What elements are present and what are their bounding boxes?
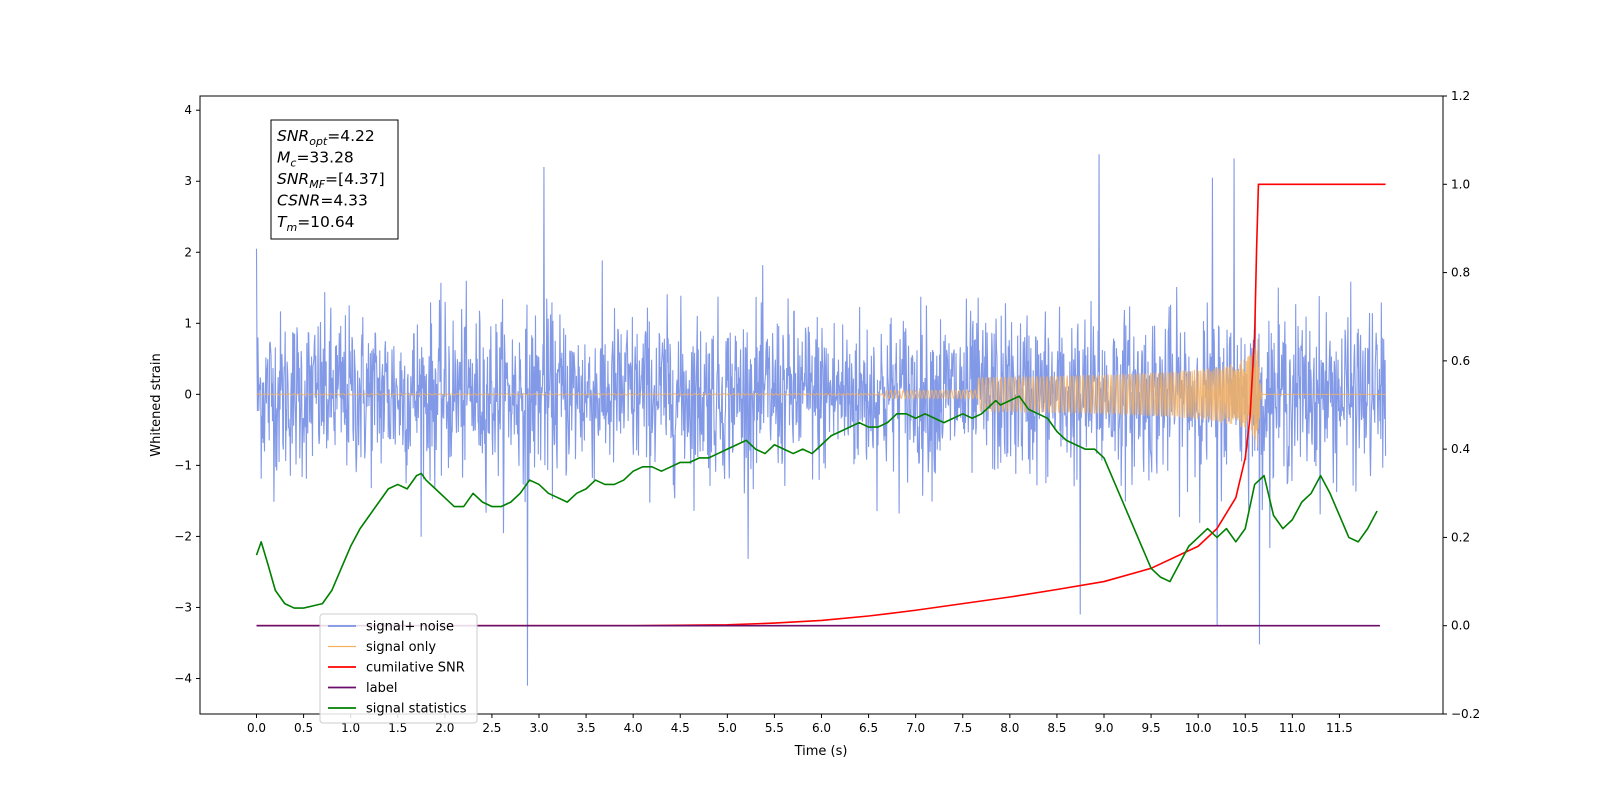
y-left-tick-label: 0 (184, 387, 192, 401)
x-tick-label: 10.5 (1232, 721, 1259, 735)
x-tick-label: 1.0 (341, 721, 360, 735)
x-tick-label: 6.0 (812, 721, 831, 735)
x-tick-label: 9.0 (1094, 721, 1113, 735)
y-left-tick-label: −2 (174, 529, 192, 543)
y-left-tick-label: −3 (174, 600, 192, 614)
series-layer (255, 154, 1387, 686)
y-right-tick-label: 0.0 (1451, 619, 1470, 633)
x-tick-label: 7.5 (953, 721, 972, 735)
legend-label: cumilative SNR (366, 661, 465, 676)
x-tick-label: 11.0 (1279, 721, 1306, 735)
y-axis-left-label: Whitened strain (149, 353, 164, 456)
annotation-box: SNRopt=4.22Mc=33.28SNRMF=[4.37]CSNR=4.33… (270, 119, 399, 240)
x-tick-label: 0.5 (294, 721, 313, 735)
x-tick-label: 5.0 (718, 721, 737, 735)
x-tick-label: 2.0 (435, 721, 454, 735)
legend: signal+ noise signal only cumilative SNR la… (319, 613, 478, 724)
legend-label: signal statistics (366, 702, 467, 717)
y-right-tick-label: 1.2 (1451, 89, 1470, 103)
y-left-tick-label: 3 (184, 174, 192, 188)
series-cumulative-snr-line (256, 183, 1386, 627)
x-tick-label: 8.0 (1000, 721, 1019, 735)
y-right-tick-label: 0.4 (1451, 442, 1470, 456)
y-left-tick-label: 4 (184, 103, 192, 117)
annotation-line: CSNR=4.33 (277, 192, 368, 210)
y-right-tick-label: −0.2 (1451, 707, 1480, 721)
x-tick-label: 10.0 (1185, 721, 1212, 735)
legend-label: label (366, 681, 397, 696)
series-signal-noise-line (255, 154, 1387, 686)
x-axis: 0.0 0.5 1.0 1.5 2.0 2.5 3.0 3.5 4.0 4.5 5.0 5.5 6.0 6… (247, 714, 1353, 735)
x-tick-label: 11.5 (1326, 721, 1353, 735)
x-tick-label: 7.0 (906, 721, 925, 735)
y-right-tick-label: 0.6 (1451, 354, 1470, 368)
y-right-tick-label: 0.2 (1451, 530, 1470, 544)
y-left-tick-label: 2 (184, 245, 192, 259)
x-tick-label: 2.5 (482, 721, 501, 735)
legend-label: signal only (366, 640, 436, 655)
y-axis-left: −4 −3 −2 −1 0 1 2 3 4 (174, 103, 200, 685)
annotation-line: Mc=33.28 (277, 149, 354, 170)
x-axis-label: Time (s) (794, 744, 848, 759)
y-right-tick-label: 0.8 (1451, 266, 1470, 280)
legend-label: signal+ noise (366, 620, 454, 635)
x-tick-label: 8.5 (1047, 721, 1066, 735)
y-left-tick-label: 1 (184, 316, 192, 330)
annotation-line: SNRMF=[4.37] (277, 170, 385, 191)
x-tick-label: 6.5 (859, 721, 878, 735)
x-tick-label: 0.0 (247, 721, 266, 735)
x-tick-label: 5.5 (765, 721, 784, 735)
x-tick-label: 1.5 (388, 721, 407, 735)
y-right-tick-label: 1.0 (1451, 177, 1470, 191)
y-axis-right: −0.2 0.0 0.2 0.4 0.6 0.8 1.0 1.2 (1443, 89, 1480, 721)
annotation-line: Tm=10.64 (277, 213, 355, 234)
x-tick-label: 4.0 (624, 721, 643, 735)
x-tick-label: 3.5 (577, 721, 596, 735)
x-tick-label: 3.0 (529, 721, 548, 735)
x-tick-label: 9.5 (1142, 721, 1161, 735)
series-signal-statistics-line (255, 395, 1378, 609)
y-left-tick-label: −1 (174, 458, 192, 472)
series-signal-only-line (256, 338, 1386, 448)
annotation-line: SNRopt=4.22 (277, 127, 375, 148)
y-left-tick-label: −4 (174, 671, 192, 685)
x-tick-label: 4.5 (671, 721, 690, 735)
